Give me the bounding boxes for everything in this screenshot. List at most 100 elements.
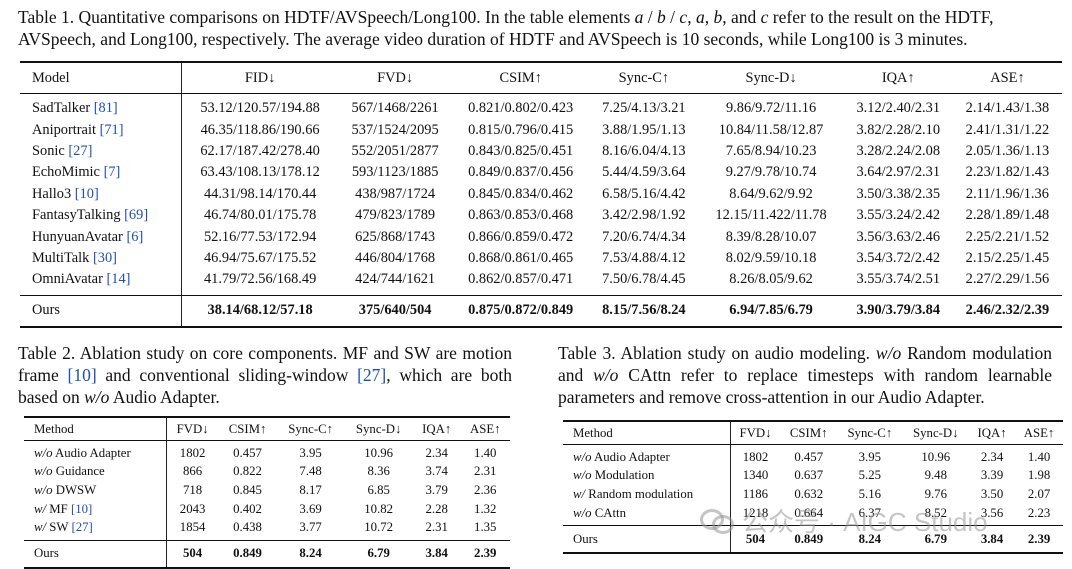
citation-link[interactable]: [7] xyxy=(103,164,121,181)
table2-row: w/o Audio Adapter 1802 0.457 3.95 10.96 2.34 1… xyxy=(24,440,510,463)
citation-link[interactable]: [71] xyxy=(99,121,124,138)
citation-link[interactable]: [81] xyxy=(93,100,118,117)
table3-cell: 1802 xyxy=(729,444,781,467)
table1-cell: 2.27/2.29/1.56 xyxy=(965,271,1050,288)
table3-header-row: Method FVD↓ CSIM↑ Sync-C↑ Sync-D↓ IQA↑ A… xyxy=(563,421,1063,445)
table3-cell: 1218 xyxy=(729,503,781,526)
table1-model-cell: Ours xyxy=(32,302,60,319)
citation-link[interactable]: [27] xyxy=(71,520,93,535)
table1-cell: 46.94/75.67/175.52 xyxy=(181,247,339,270)
table1-model-cell: HunyuanAvatar [6] xyxy=(20,226,182,247)
table1-model-cell: Hallo3 [10] xyxy=(20,184,182,205)
table1-caption-label: Table 1. xyxy=(18,7,75,27)
table3-cell: 5.25 xyxy=(858,468,882,483)
table2-method-cell: w/o DWSW xyxy=(24,481,166,500)
table1-cell: 0.815/0.796/0.415 xyxy=(468,121,574,138)
table3-method-cell: w/ Random modulation xyxy=(563,485,730,504)
table3-cell: 0.664 xyxy=(794,505,824,520)
method-name: Random modulation xyxy=(588,486,694,501)
table1-cell: 446/804/1768 xyxy=(355,249,436,266)
model-name: EchoMimic xyxy=(32,164,100,181)
table3-header: Sync-D↓ xyxy=(913,425,959,440)
table1-cell: 41.79/72.56/168.49 xyxy=(181,269,339,296)
citation-link[interactable]: [6] xyxy=(126,228,144,245)
table1-cell: 7.53/4.88/4.12 xyxy=(602,249,686,266)
model-name: SadTalker xyxy=(32,100,91,117)
table1-cell: 0.863/0.853/0.468 xyxy=(468,207,574,224)
table1-cell: 8.16/6.04/4.13 xyxy=(602,142,686,159)
table3-caption: Table 3. Ablation study on audio modelin… xyxy=(558,342,1052,408)
table2-cell: 3.74 xyxy=(425,464,448,479)
table2-cell: 3.95 xyxy=(299,445,322,460)
model-name: OmniAvatar xyxy=(32,271,103,288)
table1-cell: 12.15/11.422/11.78 xyxy=(715,207,827,224)
method-name: Guidance xyxy=(55,464,105,479)
table2-cell: 6.85 xyxy=(367,482,390,497)
citation-link[interactable]: [14] xyxy=(106,271,131,288)
table2-cell: 7.48 xyxy=(299,464,322,479)
table3-header: FVD↓ xyxy=(729,421,781,445)
table3-cell: 1.98 xyxy=(1027,468,1051,483)
table2-method-cell: w/ MF [10] xyxy=(24,500,166,519)
citation-link[interactable]: [69] xyxy=(124,207,149,224)
table1-cell: 0.821/0.802/0.423 xyxy=(468,100,574,117)
table2-cell: 0.402 xyxy=(233,501,262,516)
table1-cell: 2.11/1.96/1.36 xyxy=(965,185,1049,202)
table2-ours-row: Ours 504 0.849 8.24 6.79 3.84 2.39 xyxy=(24,540,510,568)
table3-method-cell: w/o Modulation xyxy=(563,467,730,486)
table2-caption-text: Ablation study on core components. MF an… xyxy=(18,343,512,407)
citation-link[interactable]: [27] xyxy=(68,142,93,159)
table2-cell: 3.77 xyxy=(299,520,322,535)
method-prefix: w/o xyxy=(34,464,53,479)
table1-cell: 3.90/3.79/3.84 xyxy=(856,302,941,319)
table2-cell: 8.17 xyxy=(299,482,322,497)
table2-method-cell: w/ SW [27] xyxy=(24,518,166,540)
table3-cell: 6.37 xyxy=(858,505,882,520)
table1-cell: 53.12/120.57/194.88 xyxy=(181,93,339,120)
table2-cell: 2.39 xyxy=(474,546,497,561)
table3-cell: 8.52 xyxy=(924,505,947,520)
table2-cell: 2043 xyxy=(165,499,219,519)
table1-row: Sonic [27] 62.17/187.42/278.40 552/2051/28… xyxy=(20,140,1062,163)
table3-cell: 8.24 xyxy=(858,531,882,546)
citation-link[interactable]: [10] xyxy=(74,185,99,202)
table2-cell: 2.36 xyxy=(474,482,497,497)
table1-cell: 38.14/68.12/57.18 xyxy=(181,295,339,327)
table2-cell: 1.35 xyxy=(474,520,497,535)
table1-model-cell: OmniAvatar [14] xyxy=(20,269,182,295)
table1-row: Hallo3 [10] 44.31/98.14/170.44 438/987/172… xyxy=(20,183,1062,205)
table1-cell: 0.866/0.859/0.472 xyxy=(468,228,574,245)
table2-header: IQA↑ xyxy=(422,421,452,436)
table3-cell: 9.48 xyxy=(924,468,947,483)
citation-link[interactable]: [10] xyxy=(71,501,93,516)
table3-cell: 9.76 xyxy=(924,486,947,501)
table3-method-cell: w/o CAttn xyxy=(563,504,730,526)
table1-cell: 52.16/77.53/172.94 xyxy=(181,226,339,248)
table2-cell: 3.79 xyxy=(425,482,448,497)
table2: Method FVD↓ CSIM↑ Sync-C↑ Sync-D↓ IQA↑ A… xyxy=(24,416,510,569)
table3-header: ASE↑ xyxy=(1023,425,1055,440)
table3-cell: 3.39 xyxy=(980,468,1004,483)
table3-row: w/o Audio Adapter 1802 0.457 3.95 10.96 2.34 1… xyxy=(563,444,1063,467)
table1-cell: 479/823/1789 xyxy=(355,207,436,224)
table1-cell: 7.20/6.74/4.34 xyxy=(602,228,686,245)
table1-cell: 3.56/3.63/2.46 xyxy=(856,228,941,245)
table3-cell: 3.56 xyxy=(980,505,1004,520)
table2-cell: 0.849 xyxy=(233,546,262,561)
table1-cell: 3.82/2.28/2.10 xyxy=(856,121,941,138)
table1-cell: 2.41/1.31/1.22 xyxy=(965,121,1050,138)
table1-cell: 3.42/2.98/1.92 xyxy=(602,207,686,224)
table1: Model FID↓ FVD↓ CSIM↑ Sync-C↑ Sync-D↓ IQ… xyxy=(20,61,1062,328)
table1-cell: 8.02/9.59/10.18 xyxy=(725,249,817,266)
table1-cell: 2.46/2.32/2.39 xyxy=(965,302,1050,319)
table3-header: IQA↑ xyxy=(977,425,1007,440)
table2-cell: 8.24 xyxy=(299,546,322,561)
table3-row: w/ Random modulation 1186 0.632 5.16 9.76 3.5… xyxy=(563,485,1063,504)
method-name: DWSW xyxy=(55,482,97,497)
citation-link[interactable]: [30] xyxy=(92,249,117,266)
table3-cell: 2.39 xyxy=(1027,531,1051,546)
method-prefix: w/ xyxy=(34,520,47,535)
table1-cell: 2.15/2.25/1.45 xyxy=(965,249,1050,266)
table1-cell: 3.12/2.40/2.31 xyxy=(856,100,941,117)
model-name: Sonic xyxy=(32,142,65,159)
